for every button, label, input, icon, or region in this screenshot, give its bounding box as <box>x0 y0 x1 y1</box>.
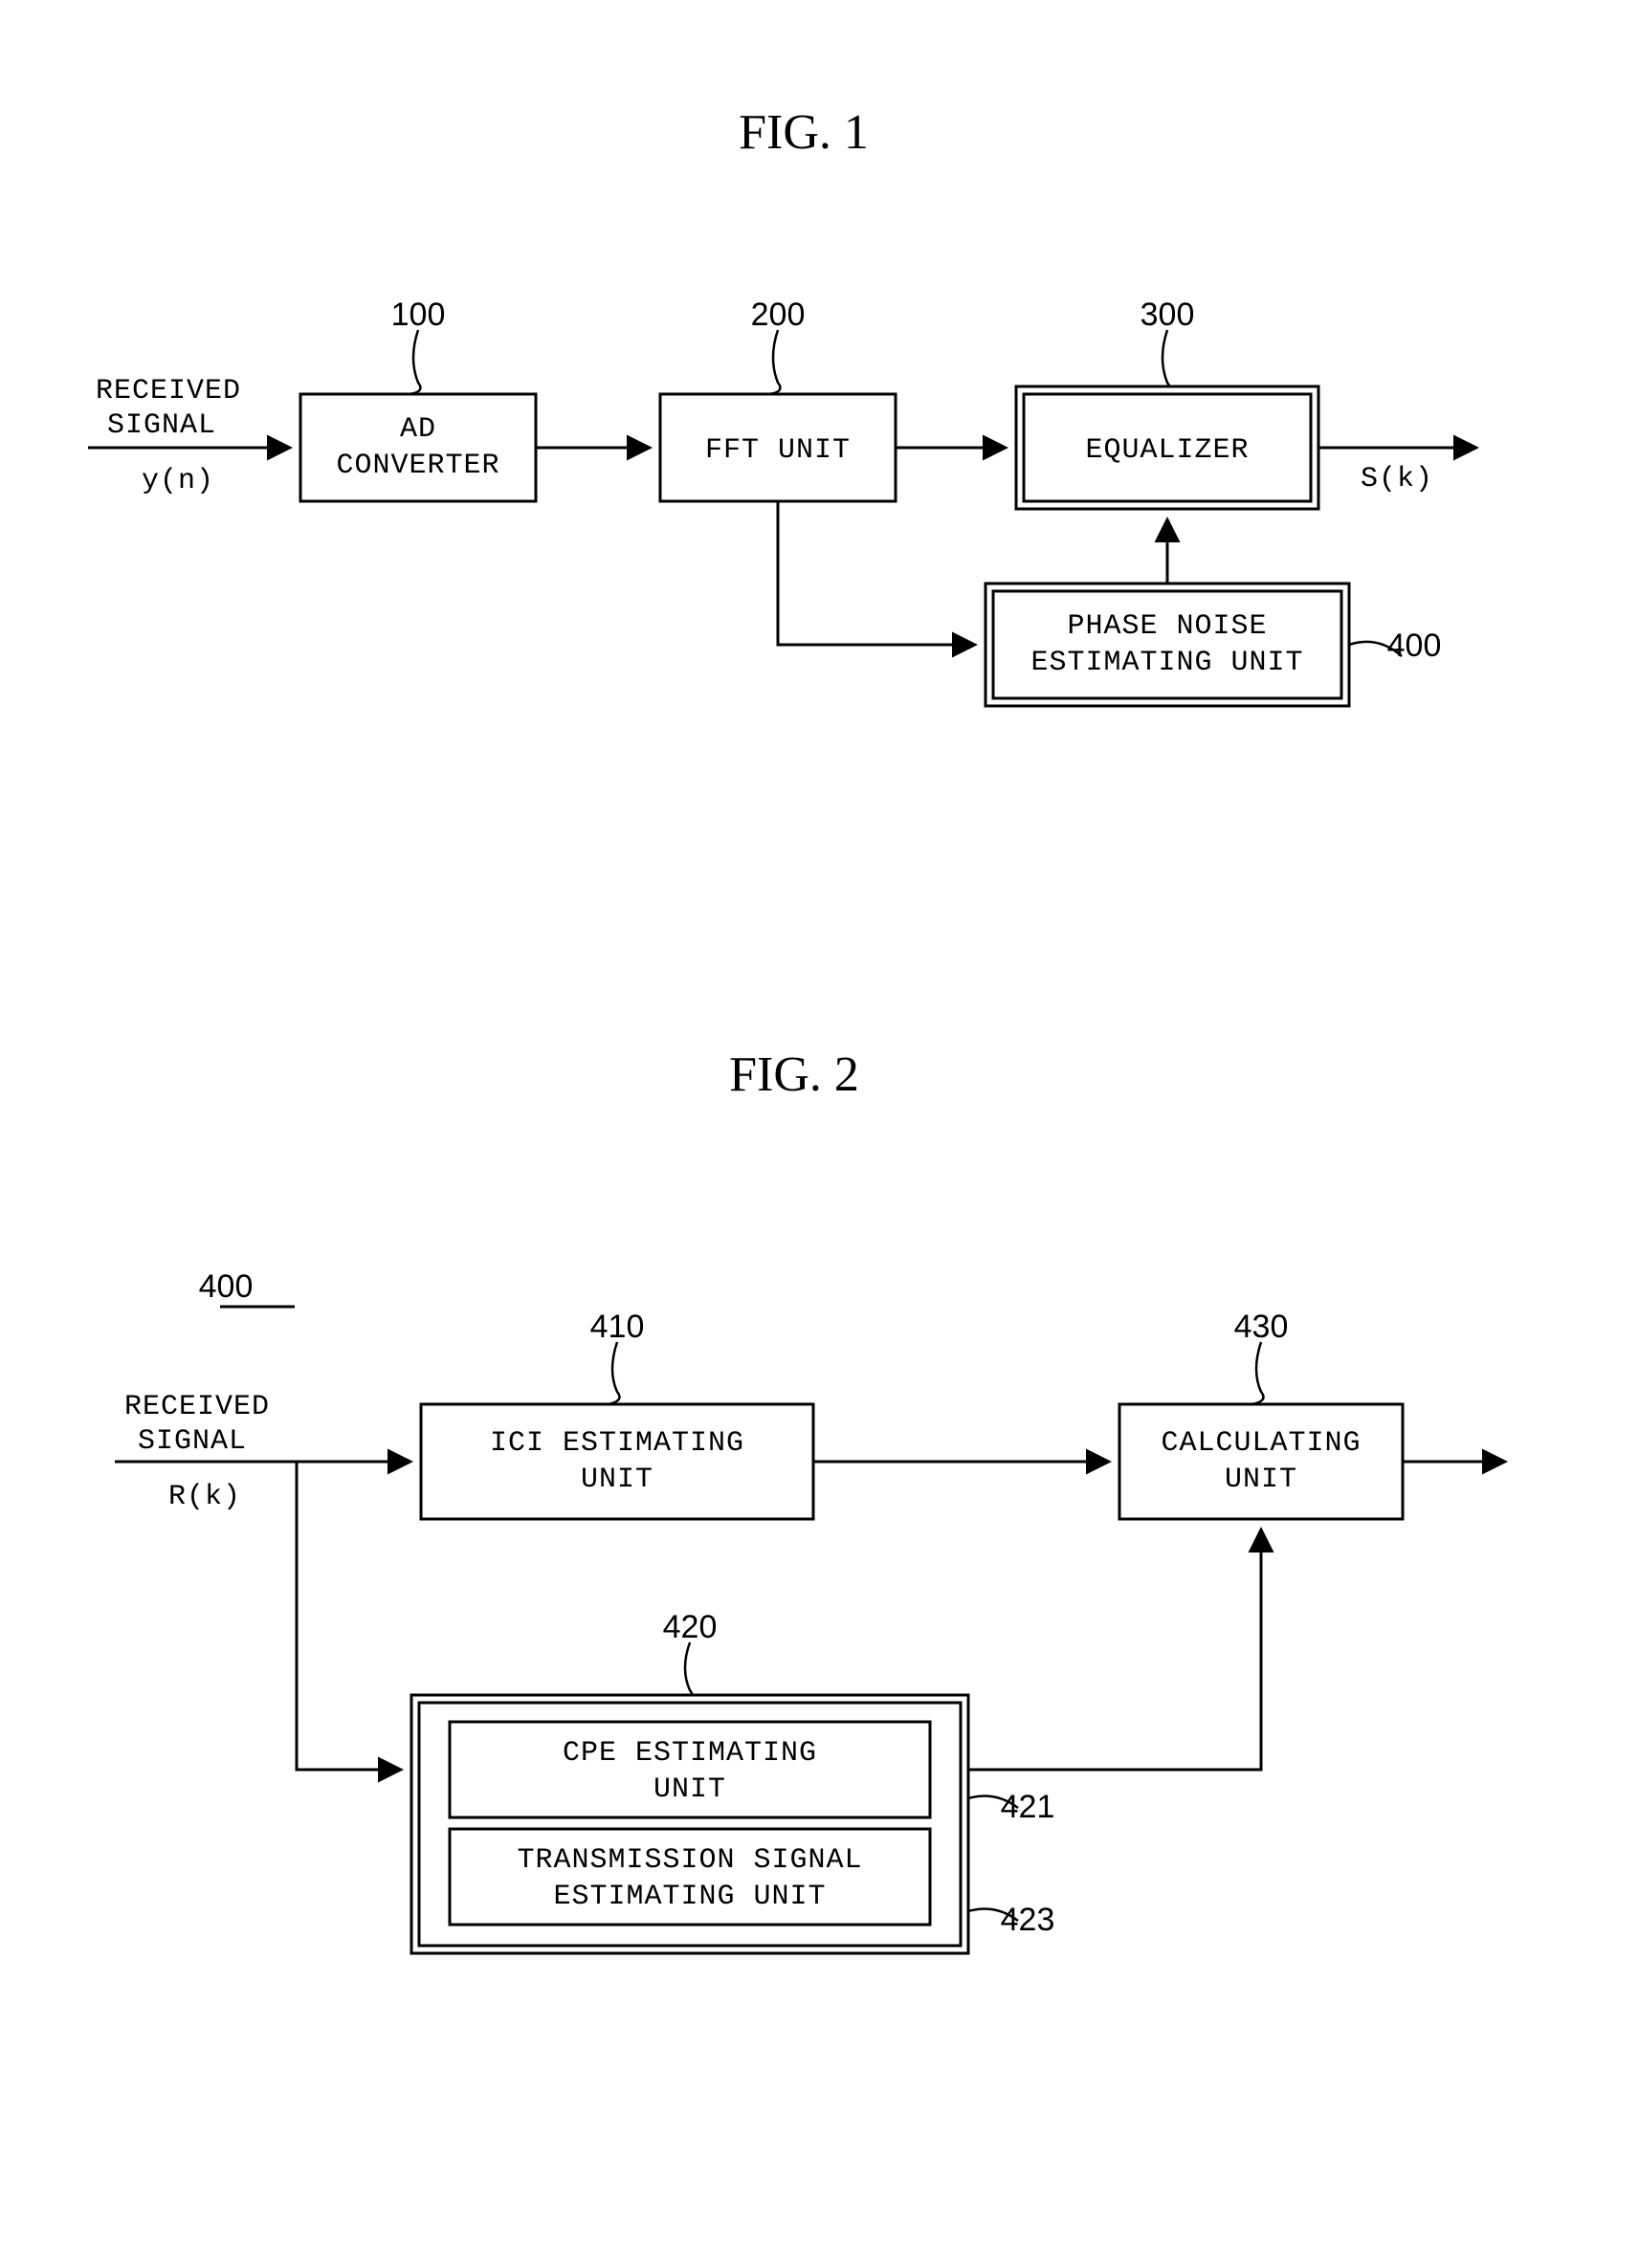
fig1-ad-box <box>300 394 536 501</box>
fig1-title: FIG. 1 <box>739 105 869 160</box>
fig1-output-signal: S(k) <box>1361 463 1433 495</box>
fig1-fft-leader <box>768 330 780 394</box>
fig1-pn-line2: ESTIMATING UNIT <box>1030 647 1303 679</box>
fig1-eq-line1: EQUALIZER <box>1085 434 1249 467</box>
fig1-input-label-1: RECEIVED <box>96 375 241 407</box>
fig1-fft-line1: FFT UNIT <box>705 434 851 467</box>
fig1-ad-line2: CONVERTER <box>336 450 499 482</box>
fig2-ici-line1: ICI ESTIMATING <box>490 1427 744 1460</box>
fig1-fft-num: 200 <box>751 297 806 333</box>
fig1-pn-num: 400 <box>1387 628 1442 664</box>
fig2-input-label-1: RECEIVED <box>124 1391 270 1423</box>
fig2-calc-leader <box>1251 1342 1263 1404</box>
fig2-input-label-2: SIGNAL <box>138 1425 247 1458</box>
fig2-cpe-line1: CPE ESTIMATING <box>563 1737 817 1770</box>
fig1-input-label-2: SIGNAL <box>107 409 216 442</box>
fig2-tx-line2: ESTIMATING UNIT <box>553 1881 826 1913</box>
fig1-ad-line1: AD <box>400 413 436 446</box>
fig2-calc-num: 430 <box>1234 1309 1289 1345</box>
fig2-title: FIG. 2 <box>729 1047 859 1102</box>
fig2-tx-line1: TRANSMISSION SIGNAL <box>517 1844 862 1877</box>
fig1-pn-box-inner <box>993 591 1341 698</box>
fig2-cpe-num: 421 <box>1001 1789 1055 1825</box>
fig2-tx-num: 423 <box>1001 1902 1055 1938</box>
fig2-ici-leader <box>608 1342 619 1404</box>
fig2-ici-num: 410 <box>590 1309 645 1345</box>
fig1-eq-num: 300 <box>1141 297 1195 333</box>
fig1-eq-leader <box>1158 330 1169 394</box>
fig2-ici-box <box>421 1404 813 1519</box>
fig2-arrow-input-group <box>297 1462 398 1770</box>
fig2-unit-ref: 400 <box>199 1268 254 1305</box>
fig1-input-signal: y(n) <box>142 465 214 497</box>
fig2-calc-line2: UNIT <box>1225 1464 1297 1496</box>
fig2-group-num: 420 <box>663 1609 718 1645</box>
fig2-input-signal: R(k) <box>168 1481 241 1513</box>
fig1-arrow-fft-pn <box>778 501 972 645</box>
fig2-arrow-group-calc <box>968 1532 1261 1770</box>
fig1-ad-num: 100 <box>391 297 446 333</box>
fig1-pn-line1: PHASE NOISE <box>1067 610 1267 643</box>
fig2-cpe-line2: UNIT <box>653 1773 726 1806</box>
fig1-ad-leader <box>409 330 420 394</box>
fig2-calc-box <box>1119 1404 1403 1519</box>
fig2-calc-line1: CALCULATING <box>1161 1427 1361 1460</box>
fig2-ici-line2: UNIT <box>581 1464 653 1496</box>
